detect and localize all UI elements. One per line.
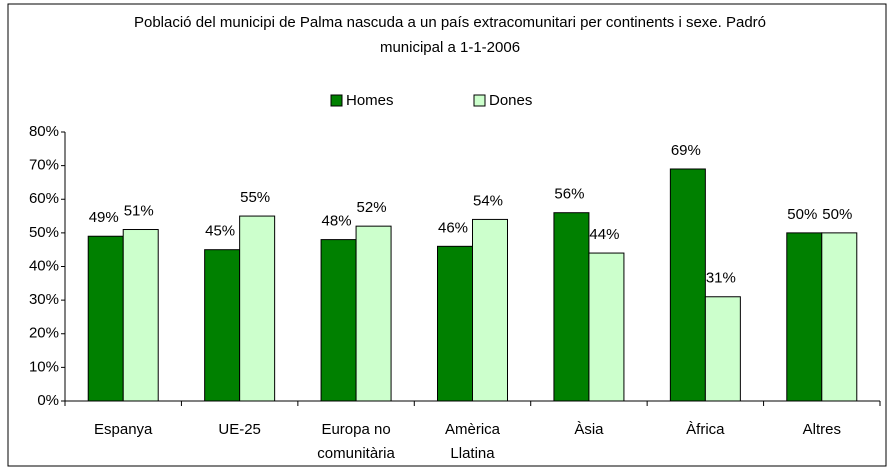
data-label: 50% — [822, 206, 852, 223]
x-tick-label: Amèrica Llatina — [445, 421, 501, 462]
bar — [355, 225, 392, 402]
data-label: 45% — [205, 223, 235, 240]
x-tick-label: Àsia — [574, 421, 604, 438]
data-label: 54% — [473, 192, 503, 209]
bar — [786, 232, 823, 402]
y-tick-label: 0% — [37, 392, 59, 409]
legend-swatch — [473, 94, 486, 107]
bar — [87, 235, 124, 402]
bar — [704, 296, 741, 402]
bar — [204, 249, 241, 402]
legend-label: Dones — [489, 92, 532, 109]
data-label: 50% — [787, 206, 817, 223]
y-tick-label: 40% — [29, 257, 59, 274]
bar — [122, 229, 159, 402]
y-tick-label: 10% — [29, 358, 59, 375]
chart-title: Població del municipi de Palma nascuda a… — [133, 14, 767, 56]
x-tick-label: Espanya — [94, 421, 153, 438]
data-label: 31% — [706, 270, 736, 287]
x-tick-label: Europa no comunitària — [317, 421, 395, 462]
y-tick-label: 80% — [29, 123, 59, 140]
bar — [472, 218, 508, 402]
bar — [553, 212, 590, 402]
x-tick-label: Àfrica — [686, 421, 725, 438]
data-label: 44% — [589, 226, 619, 243]
data-label: 46% — [438, 219, 468, 236]
bar — [437, 245, 473, 402]
y-tick-label: 20% — [29, 325, 59, 342]
data-label: 49% — [89, 209, 119, 226]
x-tick-label: Altres — [803, 421, 841, 438]
y-tick-label: 60% — [29, 190, 59, 207]
data-label: 69% — [671, 142, 701, 159]
bar — [239, 215, 276, 402]
bar — [669, 168, 706, 402]
legend-swatch — [330, 94, 343, 107]
data-label: 55% — [240, 189, 270, 206]
bar — [821, 232, 858, 402]
y-tick-label: 50% — [29, 224, 59, 241]
data-label: 48% — [322, 213, 352, 230]
data-label: 56% — [554, 186, 584, 203]
x-tick-label: UE-25 — [218, 421, 261, 438]
y-tick-label: 30% — [29, 291, 59, 308]
bar — [320, 239, 357, 402]
data-label: 51% — [124, 202, 154, 219]
y-tick-label: 70% — [29, 157, 59, 174]
bar — [588, 252, 625, 402]
data-label: 52% — [357, 199, 387, 216]
legend-label: Homes — [346, 92, 394, 109]
